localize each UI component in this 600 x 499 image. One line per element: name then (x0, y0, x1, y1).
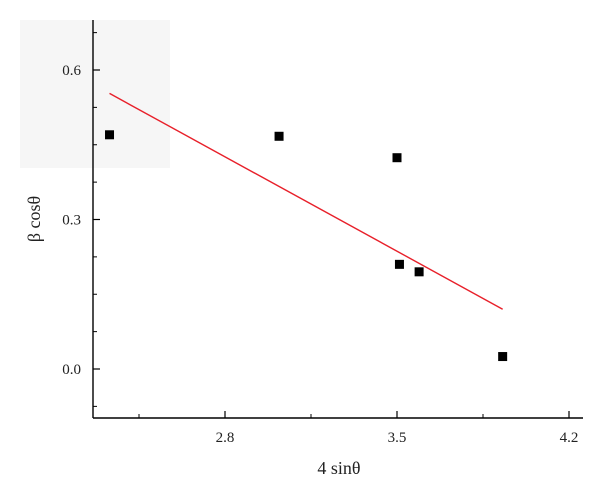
y-axis-label: β cosθ (24, 196, 44, 242)
shaded-corner (20, 20, 170, 168)
fit-line (109, 92, 503, 310)
x-tick-label: 3.5 (388, 430, 407, 446)
y-tick-label: 0.6 (62, 63, 81, 79)
y-tick-label: 0.0 (62, 362, 81, 378)
data-point (274, 131, 284, 141)
data-point (414, 267, 424, 277)
data-point (394, 259, 404, 269)
plot-area (105, 92, 508, 362)
x-axis-label: 4 sinθ (317, 458, 360, 478)
data-point (105, 130, 115, 140)
data-point (498, 352, 508, 362)
x-tick-label: 4.2 (560, 430, 579, 446)
y-tick-label: 0.3 (62, 213, 81, 229)
x-tick-label: 2.8 (216, 430, 235, 446)
axes: 2.8 3.5 4.2 0.0 0.3 0.6 (62, 20, 583, 446)
data-point (392, 153, 402, 163)
